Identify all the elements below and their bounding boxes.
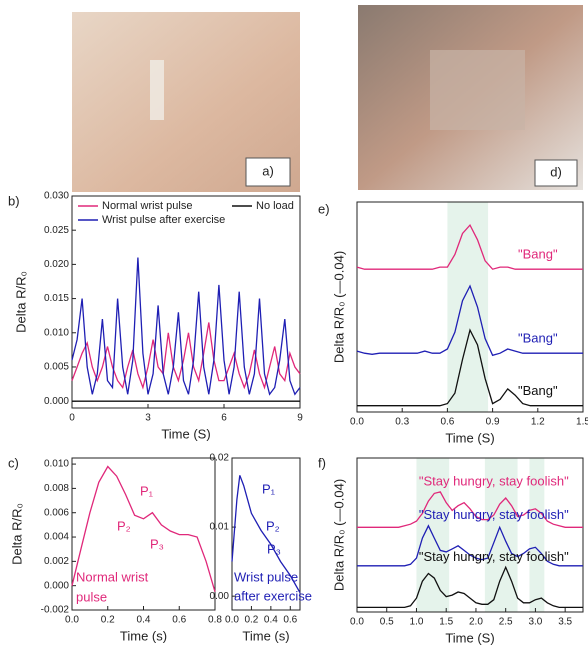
legend-label: Normal wrist pulse [102, 200, 192, 212]
y-tick-label: 0.025 [44, 225, 69, 236]
series-label: "Bang" [518, 247, 558, 262]
annotation: Wrist pulse [234, 569, 298, 584]
panel-label: c) [8, 455, 19, 470]
x-tick-label: 1.2 [531, 417, 545, 428]
annotation: P₂ [117, 518, 131, 533]
x-tick-label: 0.2 [244, 615, 258, 626]
annotation: P₂ [266, 518, 280, 533]
series-label: "Bang" [518, 331, 558, 346]
x-tick-label: 0.6 [283, 615, 297, 626]
y-tick-label: 0.00 [210, 591, 230, 602]
legend-label: No load [256, 200, 294, 212]
y-tick-label: 0.005 [44, 362, 69, 373]
y-tick-label: 0.000 [44, 396, 69, 407]
x-tick-label: 0.6 [172, 615, 186, 626]
x-tick-label: 0.0 [350, 617, 364, 628]
x-axis-label: Time (S) [445, 430, 494, 445]
y-axis-label: Delta R/R₀ [13, 271, 28, 333]
y-axis-label: Delta R/R₀ [9, 503, 24, 565]
y-tick-label: 0.006 [44, 507, 69, 518]
x-tick-label: 2.0 [469, 617, 483, 628]
y-tick-label: 0.01 [210, 522, 230, 533]
x-tick-label: 0.6 [440, 417, 454, 428]
x-tick-label: 3 [145, 413, 151, 424]
panel-label: f) [318, 455, 326, 470]
annotation: Normal wrist [76, 569, 149, 584]
y-tick-label: 0.008 [44, 483, 69, 494]
series-line [357, 567, 583, 607]
annotation: pulse [76, 589, 107, 604]
x-tick-label: 0.4 [137, 615, 151, 626]
x-tick-label: 0.5 [380, 617, 394, 628]
x-tick-label: 1.0 [410, 617, 424, 628]
sensor [430, 50, 525, 130]
y-tick-label: 0.030 [44, 191, 69, 202]
x-axis-label: Time (S) [161, 426, 210, 441]
series-label: "Stay hungry, stay foolish" [419, 549, 569, 564]
y-tick-label: 0.010 [44, 459, 69, 470]
x-tick-label: 0.0 [225, 615, 239, 626]
y-tick-label: 0.000 [44, 580, 69, 591]
x-tick-label: 3.5 [558, 617, 572, 628]
legend-label: Wrist pulse after exercise [102, 214, 225, 226]
sensor [150, 60, 164, 120]
series-label: "Bang" [518, 383, 558, 398]
x-tick-label: 2.5 [499, 617, 513, 628]
x-tick-label: 0.8 [208, 615, 222, 626]
x-tick-label: 6 [221, 413, 227, 424]
y-tick-label: 0.010 [44, 327, 69, 338]
y-axis-label: Delta R/R₀ (—0.04) [331, 251, 346, 363]
y-tick-label: -0.002 [41, 605, 70, 616]
plot-frame [72, 458, 215, 610]
panel-label: b) [8, 193, 20, 208]
x-tick-label: 0.0 [65, 615, 79, 626]
x-tick-label: 0.9 [486, 417, 500, 428]
y-axis-label: Delta R/R₀ (—0.04) [331, 479, 346, 591]
photo-a: a) [72, 12, 300, 192]
x-tick-label: 0.4 [264, 615, 278, 626]
x-tick-label: 0.0 [350, 417, 364, 428]
x-tick-label: 9 [297, 413, 303, 424]
x-tick-label: 0 [69, 413, 75, 424]
highlight [447, 202, 488, 412]
annotation: P₁ [140, 483, 154, 498]
y-tick-label: 0.002 [44, 556, 69, 567]
plot-frame [72, 196, 300, 408]
x-axis-label: Time (s) [242, 628, 289, 643]
y-tick-label: 0.015 [44, 293, 69, 304]
photo-label: d) [550, 164, 562, 179]
x-tick-label: 0.3 [395, 417, 409, 428]
y-tick-label: 0.020 [44, 259, 69, 270]
annotation: P₃ [267, 541, 281, 556]
x-tick-label: 1.5 [576, 417, 588, 428]
series-label: "Stay hungry, stay foolish" [419, 507, 569, 522]
x-axis-label: Time (s) [120, 628, 167, 643]
y-tick-label: 0.02 [210, 453, 230, 464]
x-tick-label: 0.2 [101, 615, 115, 626]
x-tick-label: 3.0 [528, 617, 542, 628]
y-tick-label: 0.004 [44, 532, 69, 543]
photo-d: d) [358, 5, 583, 190]
x-tick-label: 1.5 [439, 617, 453, 628]
annotation: after exercise [234, 588, 312, 603]
x-axis-label: Time (S) [445, 630, 494, 645]
annotation: P₃ [150, 536, 164, 551]
photo-label: a) [262, 163, 274, 178]
series-label: "Stay hungry, stay foolish" [419, 473, 569, 488]
panel-label: e) [318, 201, 330, 216]
annotation: P₁ [262, 481, 276, 496]
figure: a) d) 0 3 6 9 0.000 0.005 0.010 0.015 0.020 0.025… [0, 0, 588, 646]
series-line [72, 258, 300, 395]
